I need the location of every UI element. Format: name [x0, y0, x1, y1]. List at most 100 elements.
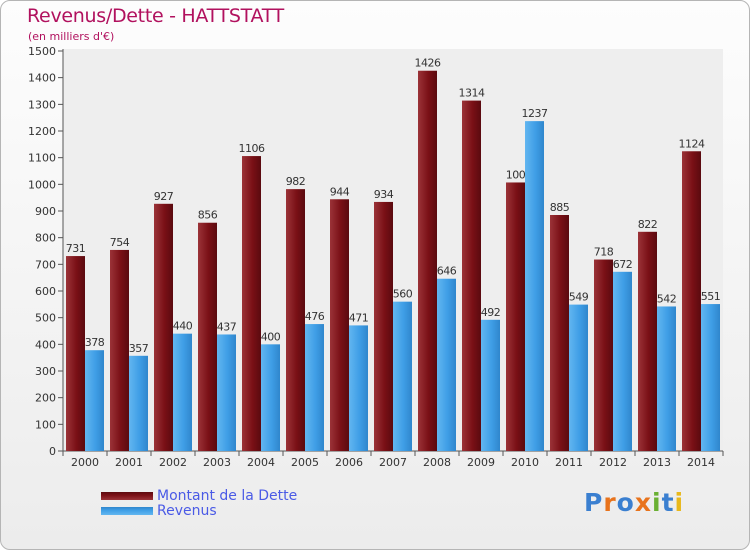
x-tick-label: 2010 — [511, 456, 539, 469]
bar-revenue — [657, 306, 676, 451]
y-tick-label: 1400 — [28, 72, 56, 85]
y-tick-label: 700 — [35, 258, 56, 271]
data-label-debt: 982 — [286, 175, 306, 188]
data-label-revenue: 437 — [217, 320, 237, 333]
bar-debt — [66, 256, 85, 451]
data-label-revenue: 471 — [349, 311, 369, 324]
data-label-debt: 1426 — [415, 57, 441, 70]
logo-letter: r — [603, 488, 617, 517]
data-label-debt: 754 — [110, 236, 130, 249]
data-label-debt: 1106 — [239, 142, 265, 155]
bar-debt — [594, 259, 613, 451]
x-tick-label: 2001 — [115, 456, 143, 469]
logo-letter: o — [616, 488, 635, 517]
legend-label-debt: Montant de la Dette — [157, 488, 298, 504]
data-label-revenue: 551 — [701, 290, 721, 303]
data-label-debt: 934 — [374, 188, 394, 201]
y-tick-label: 500 — [35, 312, 56, 325]
x-tick-label: 2005 — [291, 456, 319, 469]
legend-swatch-debt — [101, 492, 153, 500]
chart-subtitle: (en milliers d'€) — [28, 30, 115, 43]
bar-debt — [330, 199, 349, 451]
data-label-revenue: 492 — [481, 306, 501, 319]
x-tick-label: 2011 — [555, 456, 583, 469]
bar-revenue — [481, 319, 500, 451]
bar-revenue — [129, 355, 148, 451]
bar-debt — [462, 100, 481, 451]
data-label-debt: 927 — [154, 190, 174, 203]
x-tick-label: 2004 — [247, 456, 275, 469]
bar-debt — [374, 201, 393, 451]
chart-title: Revenus/Dette - HATTSTATT — [27, 5, 284, 27]
proxiti-logo: Proxiti — [584, 488, 684, 517]
y-tick-label: 1200 — [28, 125, 56, 138]
x-tick-label: 2002 — [159, 456, 187, 469]
bar-revenue — [305, 324, 324, 451]
data-label-revenue: 560 — [393, 288, 413, 301]
y-tick-label: 400 — [35, 338, 56, 351]
bar-debt — [286, 189, 305, 451]
bar-revenue — [701, 304, 720, 451]
x-tick-label: 2014 — [687, 456, 715, 469]
y-tick-label: 300 — [35, 365, 56, 378]
data-label-debt: 100 — [506, 168, 526, 181]
bar-debt — [638, 231, 657, 451]
x-tick-label: 2008 — [423, 456, 451, 469]
data-label-revenue: 476 — [305, 310, 325, 323]
bar-debt — [550, 215, 569, 451]
data-label-debt: 885 — [550, 201, 570, 214]
data-label-revenue: 672 — [613, 258, 633, 271]
y-tick-label: 100 — [35, 418, 56, 431]
legend-swatch-revenue — [101, 507, 153, 515]
bar-debt — [198, 222, 217, 451]
bar-debt — [682, 151, 701, 451]
x-tick-label: 2009 — [467, 456, 495, 469]
bar-revenue — [261, 344, 280, 451]
x-tick-label: 2013 — [643, 456, 671, 469]
y-tick-label: 0 — [49, 445, 56, 458]
data-label-debt: 822 — [638, 218, 658, 231]
bar-revenue — [217, 334, 236, 451]
data-label-debt: 1124 — [679, 137, 705, 150]
bar-debt — [110, 249, 129, 451]
logo-letter: t — [661, 488, 675, 517]
data-label-debt: 731 — [66, 242, 86, 255]
bar-debt — [242, 156, 261, 452]
y-tick-label: 1100 — [28, 152, 56, 165]
logo-letter: x — [634, 488, 652, 517]
logo-letter: P — [584, 488, 604, 517]
data-label-revenue: 357 — [129, 342, 149, 355]
data-label-revenue: 378 — [85, 336, 105, 349]
y-tick-label: 1000 — [28, 178, 56, 191]
x-tick-label: 2007 — [379, 456, 407, 469]
y-tick-label: 900 — [35, 205, 56, 218]
x-tick-label: 2003 — [203, 456, 231, 469]
logo-letter: i — [674, 488, 685, 517]
data-label-revenue: 646 — [437, 265, 457, 278]
y-tick-label: 1500 — [28, 45, 56, 58]
bar-revenue — [393, 301, 412, 451]
bar-revenue — [349, 325, 368, 451]
y-tick-label: 200 — [35, 392, 56, 405]
bar-debt — [154, 203, 173, 451]
x-tick-label: 2000 — [71, 456, 99, 469]
legend-label-revenue: Revenus — [157, 503, 217, 519]
x-tick-label: 2012 — [599, 456, 627, 469]
logo-letter: i — [652, 488, 662, 517]
data-label-debt: 1314 — [459, 87, 485, 100]
y-tick-label: 1300 — [28, 98, 56, 111]
data-label-debt: 718 — [594, 246, 614, 259]
bar-debt — [506, 182, 525, 451]
bar-revenue — [613, 271, 632, 451]
x-tick-label: 2006 — [335, 456, 363, 469]
y-tick-label: 600 — [35, 285, 56, 298]
bar-revenue — [569, 304, 588, 451]
data-label-debt: 856 — [198, 209, 218, 222]
bar-revenue — [437, 278, 456, 451]
bar-debt — [418, 70, 437, 451]
data-label-revenue: 549 — [569, 291, 589, 304]
bar-revenue — [85, 350, 104, 451]
data-label-revenue: 1237 — [522, 107, 548, 120]
